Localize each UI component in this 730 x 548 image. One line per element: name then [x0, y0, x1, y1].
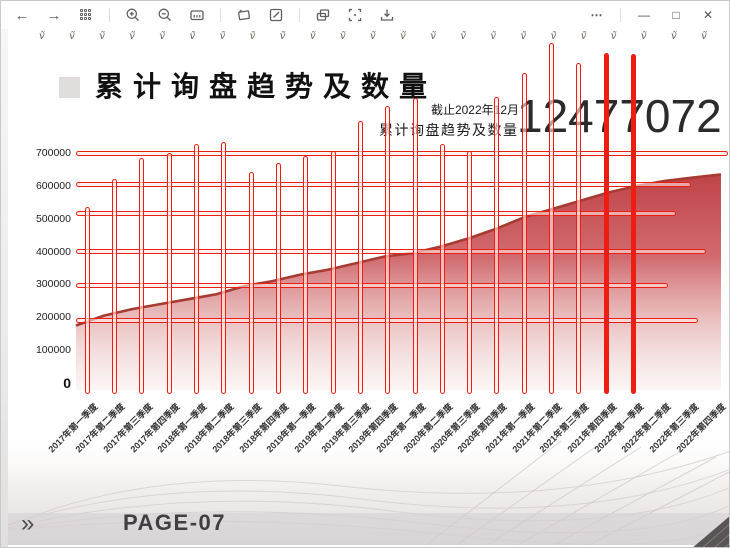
- decor-glyph: ṽ: [610, 31, 617, 42]
- toolbar: ← →: [1, 1, 729, 29]
- decor-glyph: ṽ: [370, 31, 376, 42]
- decor-glyph: ṽ: [550, 31, 557, 42]
- close-button[interactable]: ✕: [702, 8, 714, 22]
- decor-glyph: ṽ: [430, 31, 436, 42]
- page-number-label: PAGE-07: [123, 510, 227, 535]
- minimize-button[interactable]: —: [638, 8, 650, 22]
- shape-icon[interactable]: [235, 6, 253, 24]
- toolbar-divider: [620, 8, 621, 22]
- decor-glyph: ṽ: [490, 31, 497, 42]
- maximize-button[interactable]: □: [672, 8, 680, 22]
- decor-glyph: ṽ: [309, 31, 316, 42]
- decor-glyph: ṽ: [400, 31, 406, 42]
- toolbar-divider: [220, 8, 221, 22]
- title-bullet-square: [59, 77, 80, 98]
- zoom-out-icon[interactable]: [156, 6, 174, 24]
- toolbar-divider: [109, 8, 110, 22]
- decor-glyph: ṽ: [580, 31, 587, 42]
- decor-glyph: ṽ: [249, 31, 256, 42]
- decor-glyph: ṽ: [129, 31, 135, 42]
- toolbar-divider: [299, 8, 300, 22]
- grid-view-icon[interactable]: [77, 6, 95, 24]
- edit-icon[interactable]: [267, 6, 285, 24]
- back-icon[interactable]: ←: [14, 6, 30, 24]
- forward-icon[interactable]: →: [46, 6, 62, 24]
- decor-glyph: ṽ: [670, 31, 677, 42]
- decor-glyph: ṽ: [701, 31, 707, 42]
- footer-chevrons-icon[interactable]: »: [21, 510, 35, 537]
- slide-sorter-icon[interactable]: [188, 6, 206, 24]
- page-title: 累计询盘趋势及数量: [95, 71, 438, 102]
- decor-glyph: ṽ: [39, 31, 45, 42]
- decor-glyph: ṽ: [219, 31, 226, 42]
- decor-glyph: ṽ: [520, 31, 527, 42]
- bottom-background-texture: [1, 431, 729, 547]
- footer: » PAGE-07: [1, 506, 729, 546]
- decor-glyph: ṽ: [69, 31, 75, 42]
- decor-glyph: ṽ: [99, 31, 105, 42]
- download-icon[interactable]: [378, 6, 396, 24]
- zoom-in-icon[interactable]: [124, 6, 142, 24]
- decor-glyph: ṽ: [189, 31, 196, 42]
- fit-screen-icon[interactable]: [346, 6, 364, 24]
- decor-glyph: ṽ: [640, 31, 647, 42]
- more-options-button[interactable]: ⋯: [590, 8, 604, 22]
- duplicate-icon[interactable]: [314, 6, 332, 24]
- left-margin-texture: [1, 29, 8, 547]
- decor-glyph: ṽ: [339, 31, 346, 42]
- decor-glyph: ṽ: [460, 31, 466, 42]
- decor-glyph: ṽ: [279, 31, 286, 42]
- decor-glyph: ṽ: [159, 31, 166, 42]
